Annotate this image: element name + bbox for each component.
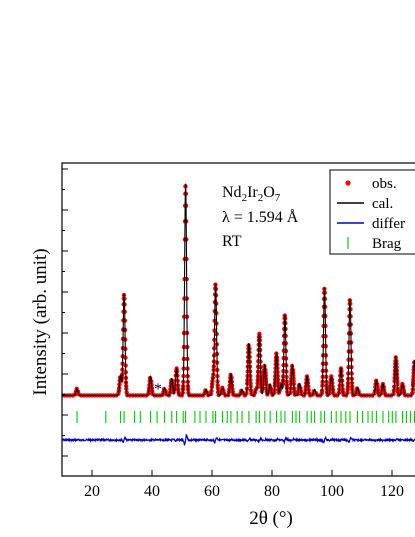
legend-obs-label: obs. [372,176,397,192]
legend-diff-label: differ [372,216,405,232]
legend-bragg-label: Brag [372,236,402,252]
x-axis-title: 2θ (°) [249,508,293,529]
difference-line [62,433,415,447]
legend: obs. cal. differ Brag [329,169,415,255]
x-axis: 20 40 60 80 100 120 [84,470,404,500]
x-tick-label: 40 [144,483,160,500]
wavelength-label: λ = 1.594 Å [222,208,299,226]
legend-box [329,169,415,255]
formula-element: O [263,184,275,201]
impurity-marker: * [154,381,162,398]
plot-frame [61,162,415,477]
x-tick-label: 80 [264,483,280,500]
plot-area [62,183,415,447]
compound-formula: Nd2Ir2O7 [222,184,281,204]
plot-curves [62,183,415,447]
formula-subscript: 2 [242,192,248,204]
y-axis-title: Intensity (arb. unit) [30,248,51,395]
x-tick-label: 60 [204,483,220,500]
x-tick-label: 100 [320,483,344,500]
bragg-ticks [76,411,415,423]
formula-element: Nd [222,184,242,201]
formula-element: Ir [247,184,258,201]
x-tick-label: 20 [84,483,100,500]
formula-subscript: 7 [275,192,281,204]
legend-cal-label: cal. [372,196,393,212]
legend-obs-marker [345,180,351,186]
x-tick-label: 120 [380,483,404,500]
formula-subscript: 2 [258,192,264,204]
temperature-label: RT [222,233,242,250]
calculated-line [62,183,415,397]
y-axis [62,168,68,457]
